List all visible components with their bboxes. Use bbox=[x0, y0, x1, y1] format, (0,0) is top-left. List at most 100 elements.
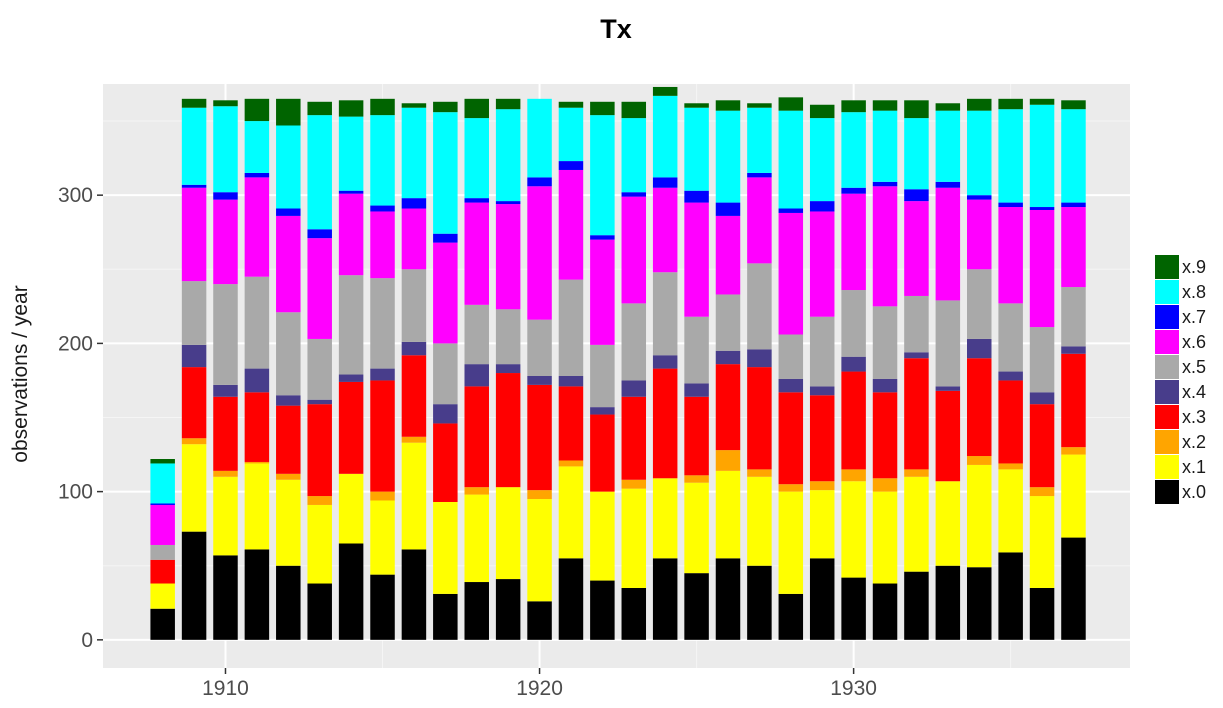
bar-segment-x8-1927 bbox=[747, 107, 772, 173]
bar-segment-x1-1935 bbox=[998, 469, 1023, 553]
x-tick-label: 1930 bbox=[830, 677, 877, 700]
bar-segment-x8-1911 bbox=[244, 121, 270, 173]
bar-segment-x3-1935 bbox=[998, 380, 1023, 464]
legend-label-x7: x.7 bbox=[1182, 307, 1206, 327]
bar-segment-x0-1917 bbox=[433, 593, 458, 640]
bar-segment-x0-1921 bbox=[558, 558, 584, 640]
legend-label-x0: x.0 bbox=[1182, 482, 1206, 502]
bar-segment-x6-1932 bbox=[904, 201, 929, 296]
legend-key-x7 bbox=[1155, 305, 1179, 329]
bar-segment-x5-1927 bbox=[747, 263, 772, 350]
bar-segment-x0-1931 bbox=[872, 583, 898, 640]
bar-segment-x0-1922 bbox=[590, 580, 615, 640]
bar-segment-x2-1915 bbox=[370, 491, 395, 501]
bar-segment-x7-1908 bbox=[150, 503, 175, 505]
bar-segment-x7-1929 bbox=[809, 201, 835, 212]
bar-segment-x5-1911 bbox=[244, 276, 270, 369]
bar-segment-x6-1911 bbox=[244, 177, 270, 277]
bar-segment-x6-1910 bbox=[213, 199, 238, 285]
bar-segment-x3-1911 bbox=[244, 392, 270, 462]
bar-segment-x5-1919 bbox=[495, 309, 521, 365]
bar-segment-x9-1935 bbox=[998, 98, 1023, 110]
bar-segment-x1-1919 bbox=[495, 487, 521, 580]
bar-segment-x5-1929 bbox=[809, 316, 835, 387]
bar-segment-x3-1928 bbox=[778, 392, 804, 485]
bar-segment-x7-1918 bbox=[464, 198, 489, 203]
y-tick-label: 200 bbox=[58, 332, 93, 355]
bar-segment-x1-1928 bbox=[778, 491, 804, 594]
bar-segment-x9-1909 bbox=[181, 98, 207, 108]
bar-segment-x5-1937 bbox=[1061, 287, 1086, 347]
bar-segment-x4-1917 bbox=[433, 404, 458, 424]
bar-segment-x6-1920 bbox=[527, 186, 552, 320]
bar-segment-x8-1928 bbox=[778, 110, 804, 209]
bar-segment-x5-1931 bbox=[872, 306, 898, 379]
bar-segment-x6-1921 bbox=[558, 169, 584, 280]
bar-segment-x1-1917 bbox=[433, 501, 458, 594]
bar-segment-x5-1908 bbox=[150, 544, 175, 560]
bar-segment-x0-1933 bbox=[935, 565, 961, 640]
bar-segment-x5-1920 bbox=[527, 319, 552, 376]
bar-segment-x2-1932 bbox=[904, 469, 929, 477]
bar-segment-x1-1910 bbox=[213, 476, 238, 556]
legend-key-x3 bbox=[1155, 405, 1179, 429]
bar-segment-x0-1932 bbox=[904, 571, 929, 640]
bar-segment-x7-1928 bbox=[778, 208, 804, 213]
bar-segment-x4-1912 bbox=[276, 395, 301, 406]
bar-segment-x6-1935 bbox=[998, 207, 1023, 304]
bar-segment-x1-1926 bbox=[715, 470, 741, 559]
bar-segment-x1-1931 bbox=[872, 491, 898, 584]
bar-segment-x0-1919 bbox=[495, 579, 521, 640]
bar-segment-x5-1928 bbox=[778, 334, 804, 379]
bar-segment-x1-1927 bbox=[747, 476, 772, 566]
bar-segment-x8-1935 bbox=[998, 109, 1023, 203]
bar-segment-x4-1935 bbox=[998, 371, 1023, 381]
bar-segment-x0-1934 bbox=[966, 567, 992, 640]
bar-segment-x4-1919 bbox=[495, 364, 521, 374]
bar-segment-x3-1921 bbox=[558, 386, 584, 461]
bar-segment-x3-1908 bbox=[150, 559, 175, 584]
bar-segment-x7-1930 bbox=[841, 187, 866, 194]
bar-segment-x7-1914 bbox=[338, 190, 364, 194]
bar-segment-x4-1914 bbox=[338, 374, 364, 382]
bar-segment-x8-1916 bbox=[401, 107, 427, 199]
bar-segment-x3-1926 bbox=[715, 364, 741, 451]
bar-segment-x4-1925 bbox=[684, 383, 709, 397]
bar-segment-x7-1926 bbox=[715, 202, 741, 216]
bar-segment-x1-1932 bbox=[904, 476, 929, 572]
bar-segment-x9-1913 bbox=[307, 101, 332, 116]
bar-segment-x2-1910 bbox=[213, 470, 238, 477]
bar-segment-x2-1937 bbox=[1061, 447, 1086, 455]
bar-segment-x3-1913 bbox=[307, 404, 332, 497]
bar-segment-x8-1936 bbox=[1029, 104, 1055, 208]
bar-segment-x3-1923 bbox=[621, 396, 647, 480]
bar-segment-x0-1908 bbox=[150, 608, 175, 640]
bar-segment-x2-1929 bbox=[809, 481, 835, 491]
bar-segment-x0-1910 bbox=[213, 555, 238, 640]
bar-segment-x3-1937 bbox=[1061, 353, 1086, 448]
bar-segment-x6-1924 bbox=[652, 187, 678, 273]
bar-segment-x4-1932 bbox=[904, 352, 929, 359]
legend-key-x0 bbox=[1155, 480, 1179, 504]
bar-segment-x2-1930 bbox=[841, 469, 866, 482]
bar-segment-x2-1935 bbox=[998, 463, 1023, 470]
bar-segment-x7-1917 bbox=[433, 233, 458, 243]
bar-segment-x4-1937 bbox=[1061, 346, 1086, 354]
bar-segment-x4-1921 bbox=[558, 376, 584, 387]
bar-segment-x1-1937 bbox=[1061, 454, 1086, 538]
bar-segment-x5-1913 bbox=[307, 338, 332, 400]
bar-segment-x3-1915 bbox=[370, 380, 395, 492]
bar-segment-x2-1911 bbox=[244, 461, 270, 464]
bar-segment-x5-1933 bbox=[935, 300, 961, 387]
bar-segment-x5-1936 bbox=[1029, 327, 1055, 393]
bar-segment-x6-1916 bbox=[401, 208, 427, 270]
bar-segment-x0-1929 bbox=[809, 558, 835, 640]
bar-segment-x0-1914 bbox=[338, 543, 364, 640]
bar-segment-x8-1921 bbox=[558, 107, 584, 162]
bar-segment-x1-1909 bbox=[181, 444, 207, 532]
bar-segment-x0-1916 bbox=[401, 549, 427, 640]
bar-segment-x7-1915 bbox=[370, 205, 395, 212]
bar-segment-x1-1912 bbox=[276, 479, 301, 566]
legend-label-x3: x.3 bbox=[1182, 407, 1206, 427]
bar-segment-x7-1922 bbox=[590, 235, 615, 240]
